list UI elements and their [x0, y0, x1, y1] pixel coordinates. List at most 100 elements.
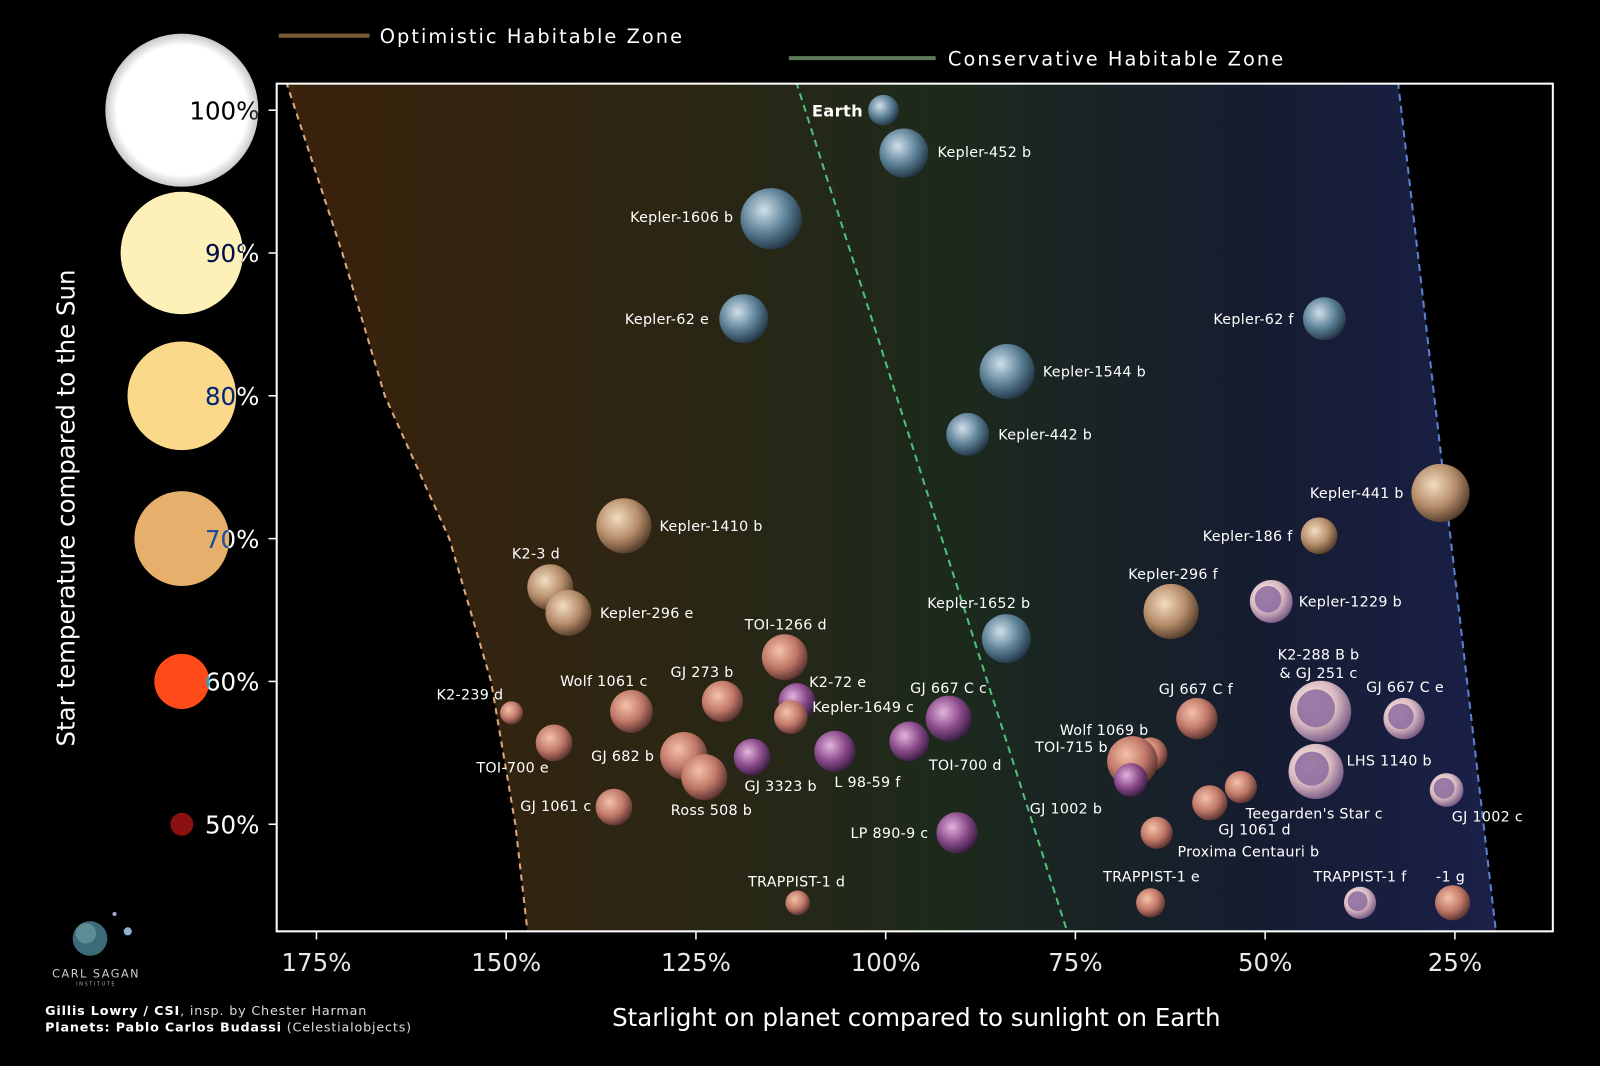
planet-point: GJ 3323 b	[733, 738, 817, 795]
planet-label: Kepler-452 b	[938, 145, 1032, 161]
planet-label: GJ 1061 d	[1218, 822, 1290, 838]
planet-surface-detail	[1347, 891, 1368, 912]
planet-label: Kepler-1410 b	[660, 519, 763, 535]
planet-point: GJ 273 b	[671, 665, 744, 723]
planet-point: Kepler-442 b	[946, 412, 1092, 456]
planet-marker	[761, 634, 808, 681]
planet-label: Kepler-186 f	[1203, 529, 1293, 545]
planet-label: Kepler-62 f	[1213, 312, 1294, 328]
planet-point: Kepler-296 e	[545, 589, 693, 636]
planet-point: Kepler-1649 c	[773, 700, 914, 734]
planet-point: Kepler-441 b	[1310, 463, 1470, 522]
planet-point: TOI-700 d	[889, 721, 1002, 774]
planet-label: Kepler-441 b	[1310, 486, 1404, 502]
x-axis: 175% 150% 125% 100% 75% 50% 25%	[281, 931, 1482, 977]
planet-label: K2-3 d	[512, 547, 560, 563]
planet-label: GJ 667 C f	[1159, 682, 1234, 698]
habitable-zone-fill	[286, 83, 1496, 932]
y-tick-label: 50%	[205, 810, 259, 839]
planet-point: Kepler-62 f	[1213, 297, 1346, 341]
planet-label: TRAPPIST-1 d	[747, 874, 845, 890]
planet-point: Ross 508 b	[671, 754, 752, 819]
planet-label: K2-288 B b	[1278, 647, 1360, 663]
plot-frame	[275, 82, 1554, 933]
planet-label: TOI-700 e	[475, 760, 549, 776]
planet-point: TOI-1266 d	[744, 618, 827, 681]
star-size-circle	[170, 812, 194, 836]
planet-point: -1 g	[1435, 869, 1471, 921]
planet-label: GJ 682 b	[591, 749, 654, 765]
planet-marker	[545, 589, 592, 636]
planet-marker	[740, 188, 802, 250]
planet-point: Kepler-296 f	[1128, 567, 1218, 639]
planet-point: GJ 667 C e	[1366, 680, 1444, 740]
planet-point: Earth	[812, 94, 899, 126]
planet-marker	[1176, 697, 1218, 740]
planet-point: K2-288 B b & GJ 251 c	[1278, 647, 1360, 743]
planet-label: Earth	[812, 101, 863, 120]
planet-marker	[981, 614, 1031, 664]
planet-point: K2-239 d	[437, 688, 524, 725]
planet-label: Kepler-62 e	[625, 312, 709, 328]
planet-marker	[946, 412, 990, 456]
x-tick-label: 150%	[471, 948, 541, 977]
planet-surface-detail	[1388, 703, 1414, 730]
planet-label: GJ 1061 c	[520, 799, 591, 815]
planet-marker	[814, 730, 856, 773]
planet-point: Kepler-1606 b	[630, 188, 802, 250]
planet-marker	[1435, 885, 1471, 921]
x-tick-label: 100%	[851, 948, 921, 977]
planet-marker	[868, 94, 899, 126]
planet-label: Kepler-1544 b	[1043, 365, 1146, 381]
planet-label: Kepler-1229 b	[1299, 595, 1402, 611]
x-tick-label: 50%	[1238, 948, 1292, 977]
planet-points: Earth Kepler-452 b Kepler-1606 b Kepler-62 …	[437, 94, 1523, 921]
planet-point: Kepler-62 e	[625, 294, 769, 344]
logo-subtitle: INSTITUTE	[76, 981, 116, 987]
planet-label: GJ 667 C e	[1366, 680, 1444, 696]
planet-label: Kepler-1649 c	[812, 700, 914, 716]
credit-planets: Planets: Pablo Carlos Budassi	[45, 1020, 282, 1035]
planet-marker	[925, 695, 972, 742]
planet-point: Kepler-1410 b	[596, 498, 763, 554]
logo-moon-icon	[123, 927, 132, 936]
y-tick-label: 80%	[205, 382, 259, 411]
x-tick-label: 125%	[661, 948, 731, 977]
planet-marker	[879, 128, 929, 178]
planet-point: GJ 667 C c	[910, 681, 987, 742]
planet-point: GJ 667 C f	[1159, 682, 1234, 740]
planet-label: GJ 273 b	[671, 665, 734, 681]
x-tick-label: 175%	[281, 948, 351, 977]
planet-point: TRAPPIST-1 e	[1102, 869, 1200, 918]
y-axis-title: Star temperature compared to the Sun	[52, 269, 81, 746]
credit-line-2: Planets: Pablo Carlos Budassi (Celestial…	[45, 1020, 412, 1035]
planet-label: TOI-700 d	[928, 758, 1002, 774]
y-axis-star-legend: 100% 90% 80% 70% 60% 50%	[105, 33, 277, 839]
planet-marker	[1136, 888, 1166, 918]
optimistic-legend-label: Optimistic Habitable Zone	[380, 25, 684, 48]
planet-marker	[681, 754, 728, 801]
planet-label: LHS 1140 b	[1347, 753, 1432, 769]
planet-marker	[1411, 463, 1470, 522]
planet-label: TRAPPIST-1 e	[1102, 869, 1200, 885]
planet-marker	[719, 294, 769, 344]
y-tick-label: 70%	[205, 525, 259, 554]
planet-label: Teegarden's Star c	[1245, 807, 1383, 823]
optimistic-inner-edge	[285, 83, 529, 932]
planet-point: GJ 1002 c	[1429, 773, 1523, 826]
planet-label: Kepler-1606 b	[630, 210, 733, 226]
planet-marker	[701, 680, 744, 723]
x-axis-title: Starlight on planet compared to sunlight…	[612, 1003, 1220, 1032]
planet-point: Kepler-1544 b	[979, 343, 1146, 400]
planet-point: GJ 1061 d	[1192, 785, 1291, 838]
planet-marker	[733, 738, 771, 776]
planet-marker	[785, 890, 810, 916]
star-size-circle	[127, 341, 237, 451]
x-tick-label: 25%	[1428, 948, 1482, 977]
credit-inspiration: , insp. by Chester Harman	[180, 1004, 367, 1019]
x-tick-label: 75%	[1048, 948, 1102, 977]
planet-label: GJ 667 C c	[910, 681, 987, 697]
planet-point: LHS 1140 b	[1288, 743, 1432, 799]
y-tick-label: 60%	[205, 668, 259, 697]
